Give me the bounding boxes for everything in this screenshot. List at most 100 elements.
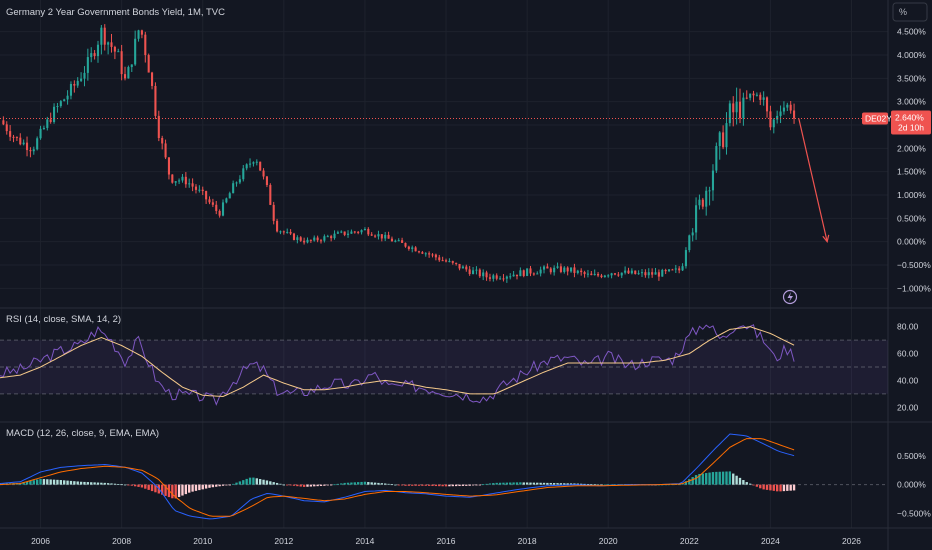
macd-histogram-bar — [580, 483, 583, 485]
macd-histogram-bar — [235, 482, 238, 485]
macd-histogram-bar — [154, 484, 157, 493]
candle-body — [407, 246, 410, 249]
candle-body — [566, 267, 569, 272]
candle-body — [553, 267, 556, 273]
candle-body — [120, 51, 123, 75]
macd-histogram-bar — [127, 484, 130, 486]
macd-histogram-bar — [752, 484, 755, 486]
candle-body — [215, 204, 218, 211]
candle-body — [397, 240, 400, 242]
projection-arrow[interactable] — [798, 118, 828, 242]
candle-body — [765, 97, 769, 112]
candle-body — [269, 185, 272, 205]
candle-body — [394, 240, 397, 242]
candle-body — [421, 252, 424, 254]
macd-histogram-bar — [482, 484, 485, 486]
macd-histogram-bar — [586, 484, 590, 485]
macd-histogram-bar — [360, 481, 363, 485]
macd-axis-tick: 0.500% — [897, 451, 926, 461]
candle-body — [29, 150, 32, 152]
rsi-title: RSI (14, close, SMA, 14, 2) — [6, 314, 121, 325]
macd-histogram-bar — [22, 482, 25, 485]
candle-body — [333, 233, 336, 239]
candle-body — [438, 257, 441, 261]
candle-body — [603, 275, 606, 278]
candle-body — [76, 80, 79, 86]
candle-body — [282, 231, 285, 233]
candle-body — [9, 131, 12, 137]
macd-histogram-bar — [590, 484, 593, 486]
candle-body — [526, 268, 529, 276]
price-axis-tick: 2.000% — [897, 143, 926, 153]
candle-body — [559, 266, 562, 272]
macd-histogram-bar — [745, 482, 748, 485]
time-axis-tick: 2010 — [193, 536, 212, 546]
macd-histogram-bar — [329, 484, 333, 486]
macd-histogram-bar — [427, 484, 431, 486]
macd-histogram-bar — [194, 484, 198, 491]
candle-body — [424, 253, 427, 255]
macd-histogram-bar — [117, 483, 120, 485]
candle-body — [171, 174, 174, 183]
candle-body — [188, 183, 191, 185]
price-axis-tick: 3.500% — [897, 73, 926, 83]
macd-histogram-bar — [225, 484, 228, 486]
candle-body — [346, 233, 350, 235]
macd-histogram-bar — [400, 484, 404, 486]
candle-body — [475, 269, 478, 271]
candle-body — [289, 231, 292, 234]
macd-histogram-bar — [174, 484, 177, 499]
macd-histogram-bar — [275, 482, 279, 485]
candle-body — [370, 234, 373, 236]
macd-histogram-bar — [279, 483, 282, 485]
candle-body — [789, 104, 792, 111]
macd-histogram-bar — [691, 477, 694, 485]
candle-body — [53, 106, 56, 122]
macd-histogram-bar — [39, 478, 42, 485]
candle-body — [705, 190, 708, 207]
candle-body — [590, 273, 593, 276]
candle-body — [242, 168, 245, 180]
macd-histogram-bar — [52, 479, 56, 485]
candle-body — [634, 270, 637, 275]
macd-histogram-bar — [404, 484, 407, 486]
macd-histogram-bar — [536, 482, 539, 485]
macd-histogram-bar — [461, 484, 465, 486]
candle-body — [793, 110, 796, 119]
macd-histogram-bar — [164, 484, 167, 496]
last-price-label: 2.640% — [895, 112, 924, 122]
candle-body — [580, 270, 583, 273]
macd-histogram-bar — [123, 484, 127, 486]
macd-histogram-bar — [454, 484, 458, 487]
candle-body — [205, 191, 208, 200]
candle-body — [39, 128, 42, 139]
macd-histogram-bar — [532, 482, 536, 485]
candle-body — [776, 115, 779, 120]
macd-histogram-bar — [458, 484, 461, 487]
macd-histogram-bar — [103, 482, 106, 485]
candle-body — [536, 273, 539, 275]
lightning-icon[interactable] — [782, 289, 798, 305]
candle-body — [583, 272, 586, 275]
candle-body — [59, 101, 62, 107]
time-axis-tick: 2024 — [761, 536, 780, 546]
macd-histogram-bar — [120, 484, 123, 486]
candle-body — [630, 270, 633, 274]
candle-body — [360, 230, 363, 233]
candle-body — [563, 267, 566, 272]
macd-histogram-bar — [306, 484, 309, 487]
macd-histogram-bar — [573, 483, 576, 485]
unit-button[interactable] — [892, 2, 928, 22]
candle-body — [218, 210, 221, 216]
candle-body — [276, 220, 279, 232]
candle-body — [181, 176, 184, 181]
macd-histogram-bar — [59, 480, 63, 485]
rsi-ma-line — [0, 326, 795, 398]
macd-histogram-bar — [728, 471, 732, 485]
macd-histogram-bar — [759, 484, 762, 489]
candle-body — [32, 149, 35, 152]
candle-body — [448, 261, 451, 263]
candle-body — [722, 132, 725, 148]
time-axis-tick: 2022 — [680, 536, 699, 546]
